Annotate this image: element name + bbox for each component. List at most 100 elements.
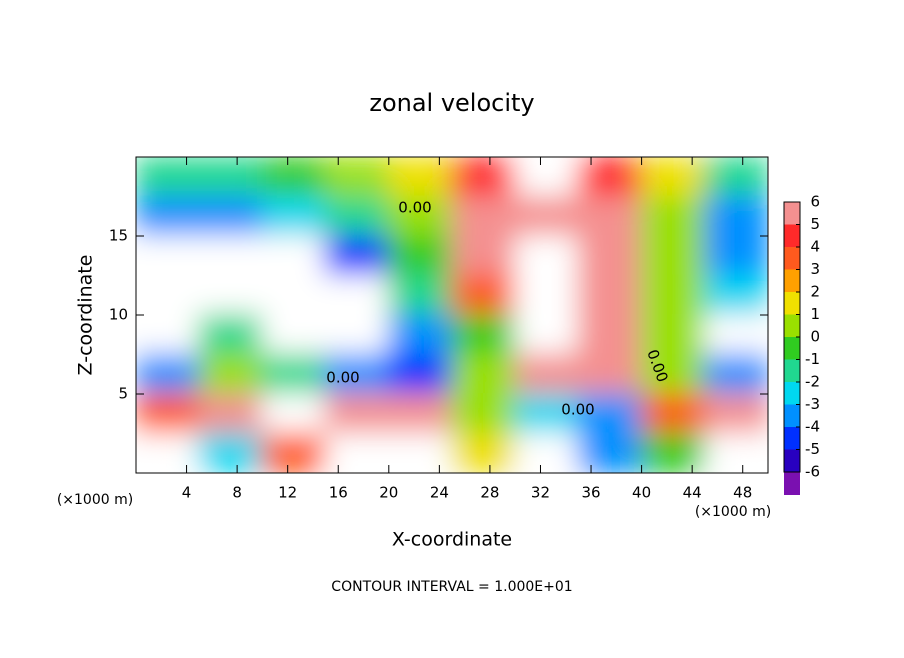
field-cell (577, 432, 643, 473)
field-cell (640, 432, 706, 473)
field-cell (514, 314, 580, 356)
x-tick-label: 4 (182, 484, 192, 502)
y-tick-label: 15 (109, 227, 128, 245)
field-cell (577, 353, 643, 395)
field-cell (577, 157, 643, 198)
x-tick-label: 32 (531, 484, 550, 502)
field-cell (703, 432, 768, 473)
field-cell (387, 353, 453, 395)
field-cell (198, 235, 264, 277)
field-cell (136, 195, 201, 237)
field-cell (198, 432, 264, 473)
field-cell (261, 235, 327, 277)
field-cell (640, 393, 706, 435)
field-cell (514, 235, 580, 277)
field-cell (703, 157, 768, 198)
field-cell (577, 314, 643, 356)
field-cell (324, 235, 390, 277)
colorbar-label: 2 (810, 283, 820, 301)
field-cell (703, 274, 768, 316)
colorbar-swatch (784, 404, 800, 428)
x-axis-label: X-coordinate (392, 529, 512, 551)
footnote: CONTOUR INTERVAL = 1.000E+01 (331, 579, 572, 595)
x-tick-label: 36 (581, 484, 600, 502)
field-cell (703, 235, 768, 277)
field-cell (136, 157, 201, 198)
colorbar-label: 3 (810, 260, 820, 278)
field-cell (261, 353, 327, 395)
field-cell (261, 432, 327, 473)
colorbar-label: -2 (805, 373, 820, 391)
field-cell (387, 314, 453, 356)
chart-title: zonal velocity (369, 89, 534, 117)
colorbar-label: 6 (810, 193, 820, 211)
field-cell (261, 195, 327, 237)
field-cell (198, 157, 264, 198)
field-cell (577, 235, 643, 277)
field-cell (324, 274, 390, 316)
field-cell (261, 314, 327, 356)
field-cell (198, 274, 264, 316)
field-cell (451, 274, 517, 316)
y-unit-label: (×1000 m) (57, 492, 133, 508)
colorbar-swatch (784, 382, 800, 405)
x-tick-label: 48 (733, 484, 752, 502)
field-cell (451, 195, 517, 237)
colorbar-swatch (784, 314, 800, 338)
field-cell (324, 157, 390, 198)
x-tick-label: 12 (278, 484, 297, 502)
field-cell (451, 314, 517, 356)
field-cell (451, 353, 517, 395)
field-cell (451, 432, 517, 473)
field-cell (703, 353, 768, 395)
x-unit-label: (×1000 m) (695, 504, 771, 520)
y-tick-label: 5 (118, 385, 128, 403)
field-cell (577, 393, 643, 435)
field-cell (703, 393, 768, 435)
y-axis-label: Z-coordinate (75, 255, 97, 376)
field-cell (324, 353, 390, 395)
colorbar-swatch (784, 359, 800, 383)
field-cell (198, 195, 264, 237)
colorbar-label: 4 (810, 238, 820, 256)
field-cell (324, 393, 390, 435)
field-cell (514, 274, 580, 316)
colorbar-swatch (784, 247, 800, 270)
contour-label: 0.00 (326, 369, 359, 387)
field-cell (387, 157, 453, 198)
field-cell (387, 432, 453, 473)
field-cell (198, 393, 264, 435)
field-cell (261, 274, 327, 316)
field-cell (136, 432, 201, 473)
field-cell (136, 393, 201, 435)
x-tick-label: 28 (480, 484, 499, 502)
field-cell (387, 235, 453, 277)
field-cell (514, 393, 580, 435)
colorbar-swatch (784, 449, 800, 473)
x-tick-label: 24 (430, 484, 449, 502)
x-tick-label: 40 (632, 484, 651, 502)
field-cell (136, 235, 201, 277)
field (136, 157, 768, 473)
colorbar-label: -6 (805, 463, 820, 481)
field-cell (261, 393, 327, 435)
field-cell (640, 314, 706, 356)
colorbar-label: -4 (805, 418, 820, 436)
field-cell (577, 195, 643, 237)
field-cells (136, 157, 768, 473)
field-cell (640, 195, 706, 237)
field-cell (451, 235, 517, 277)
field-cell (640, 235, 706, 277)
contour-label: 0.00 (398, 199, 431, 217)
field-cell (451, 157, 517, 198)
field-cell (640, 157, 706, 198)
field-cell (703, 195, 768, 237)
field-cell (640, 274, 706, 316)
field-cell (387, 393, 453, 435)
x-tick-label: 44 (683, 484, 702, 502)
field-cell (324, 432, 390, 473)
field-cell (514, 432, 580, 473)
field-cell (514, 195, 580, 237)
field-cell (136, 353, 201, 395)
